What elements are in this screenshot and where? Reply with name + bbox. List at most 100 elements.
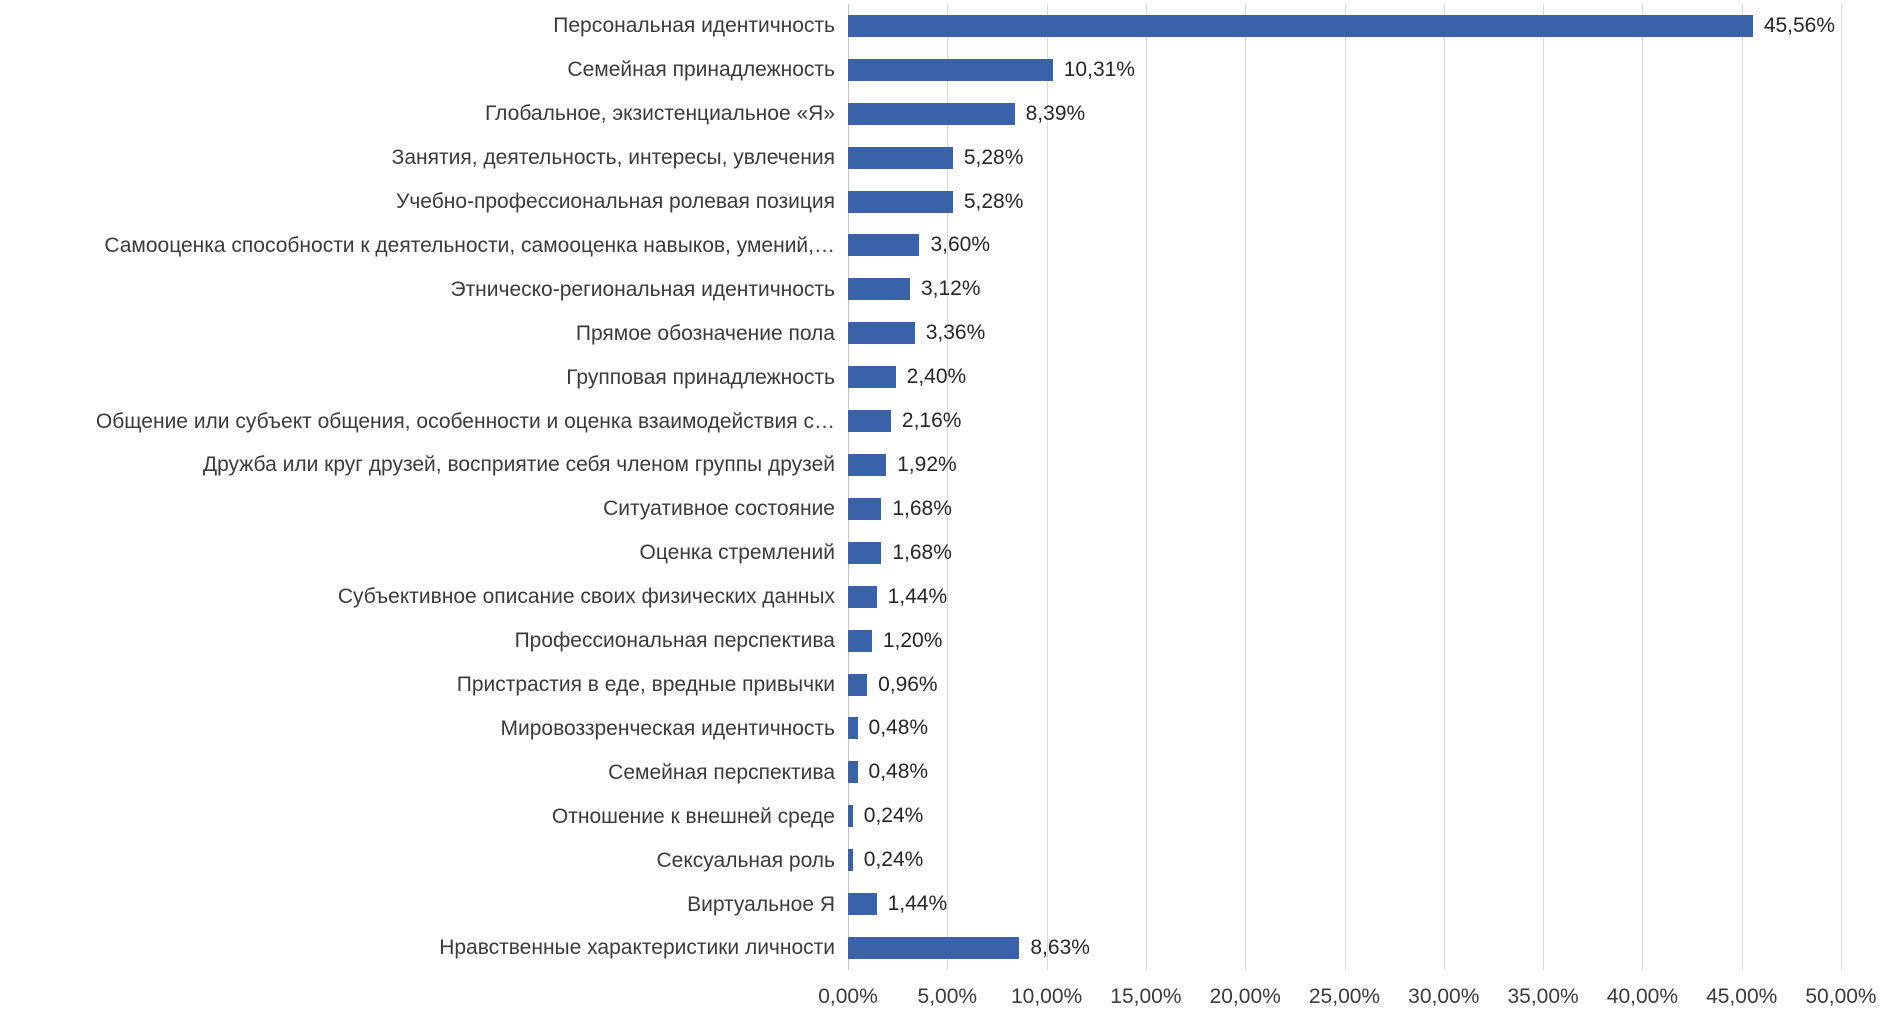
gridline — [1046, 4, 1048, 970]
chart-row: Семейная перспектива 0,48% — [0, 750, 1841, 794]
gridline — [1841, 4, 1842, 970]
gridline — [947, 4, 949, 970]
x-tick-label: 50,00% — [1805, 985, 1877, 1008]
gridline — [1344, 4, 1346, 970]
category-label: Профессиональная перспектива — [514, 629, 835, 653]
bar-area: 3,12% — [848, 267, 1841, 311]
bar-area: 45,56% — [848, 4, 1841, 48]
bar-area: 0,96% — [848, 663, 1841, 707]
data-label: 10,31% — [1063, 57, 1135, 81]
gridline — [1443, 4, 1445, 970]
chart-row: Персональная идентичность 45,56% — [0, 4, 1841, 48]
x-tick-label: 45,00% — [1706, 985, 1778, 1008]
chart-row: Нравственные характеристики личности 8,63… — [0, 926, 1841, 970]
x-tick-label: 30,00% — [1408, 985, 1480, 1008]
x-tick-label: 40,00% — [1606, 985, 1679, 1008]
bar — [848, 278, 910, 301]
bar — [848, 849, 853, 872]
bar-area: 3,36% — [848, 311, 1841, 355]
chart-row: Самооценка способности к деятельности, с… — [0, 224, 1841, 268]
data-label: 0,48% — [868, 760, 929, 784]
chart-row: Оценка стремлений 1,68% — [0, 531, 1841, 575]
chart-row: Сексуальная роль 0,24% — [0, 838, 1841, 882]
x-tick-label: 25,00% — [1308, 985, 1381, 1008]
chart-row: Субъективное описание своих физических д… — [0, 575, 1841, 619]
chart-row: Этническо-региональная идентичность 3,12% — [0, 267, 1841, 311]
x-tick-label: 15,00% — [1110, 985, 1182, 1008]
bar-area: 10,31% — [848, 48, 1841, 92]
bar-area: 1,44% — [848, 882, 1841, 926]
category-label: Дружба или круг друзей, восприятие себя … — [202, 453, 835, 477]
chart-row: Виртуальное Я 1,44% — [0, 882, 1841, 926]
x-tick-label: 35,00% — [1507, 985, 1579, 1008]
data-label: 0,96% — [878, 672, 938, 696]
rows: Персональная идентичность 45,56% Семейная … — [0, 4, 1841, 970]
bar — [848, 14, 1753, 37]
bar — [848, 366, 896, 389]
data-label: 3,60% — [930, 233, 991, 257]
category-label: Ситуативное состояние — [603, 497, 835, 521]
bar — [848, 146, 953, 169]
category-label: Семейная перспектива — [608, 760, 835, 784]
bar — [848, 717, 858, 740]
bar — [848, 497, 882, 520]
bar-area: 1,68% — [848, 531, 1841, 575]
data-label: 2,40% — [906, 365, 967, 389]
data-label: 1,68% — [892, 496, 952, 520]
data-label: 2,16% — [901, 409, 962, 433]
bar — [848, 893, 877, 916]
gridline — [1245, 4, 1247, 970]
bar — [848, 322, 915, 345]
gridline — [1642, 4, 1644, 970]
data-label: 1,92% — [897, 453, 957, 477]
chart-row: Пристрастия в еде, вредные привычки 0,96% — [0, 663, 1841, 707]
data-label: 5,28% — [963, 189, 1024, 213]
category-label: Оценка стремлений — [639, 541, 835, 565]
bar — [848, 102, 1015, 125]
category-label: Мировоззренческая идентичность — [500, 716, 835, 740]
bar-area: 0,24% — [848, 838, 1841, 882]
category-label: Семейная принадлежность — [567, 58, 835, 82]
category-label: Пристрастия в еде, вредные привычки — [456, 673, 835, 696]
data-label: 45,56% — [1763, 13, 1836, 37]
bar-area: 0,24% — [848, 794, 1841, 838]
bar — [848, 541, 882, 564]
grid-layer — [848, 4, 1842, 970]
x-tick-label: 0,00% — [818, 985, 878, 1008]
bar — [848, 234, 920, 257]
data-label: 3,36% — [925, 321, 986, 345]
chart-row: Семейная принадлежность 10,31% — [0, 48, 1841, 92]
bar — [848, 761, 858, 784]
category-label: Персональная идентичность — [553, 14, 835, 38]
data-label: 0,48% — [868, 716, 929, 740]
bar-area: 3,60% — [848, 224, 1841, 268]
chart-row: Отношение к внешней среде 0,24% — [0, 794, 1841, 838]
chart-row: Профессиональная перспектива 1,20% — [0, 619, 1841, 663]
chart-row: Ситуативное состояние 1,68% — [0, 487, 1841, 531]
bar-area: 5,28% — [848, 136, 1841, 180]
gridline — [1145, 4, 1147, 970]
chart-row: Занятия, деятельность, интересы, увлечен… — [0, 136, 1841, 180]
category-label: Общение или субъект общения, особенности… — [95, 409, 835, 433]
x-tick-label: 10,00% — [1010, 985, 1083, 1008]
x-tick-label: 5,00% — [917, 985, 978, 1008]
chart-row: Групповая принадлежность 2,40% — [0, 355, 1841, 399]
bar — [848, 673, 868, 696]
bar-area: 2,16% — [848, 399, 1841, 443]
category-label: Учебно-профессиональная ролевая позиция — [395, 190, 835, 214]
bar — [848, 454, 887, 477]
category-label: Сексуальная роль — [656, 848, 835, 872]
chart-row: Мировоззренческая идентичность 0,48% — [0, 707, 1841, 751]
bar — [848, 190, 953, 213]
gridline — [1741, 4, 1743, 970]
bar — [848, 936, 1020, 959]
chart-row: Общение или субъект общения, особенности… — [0, 399, 1841, 443]
bar-area: 5,28% — [848, 180, 1841, 224]
bar-area: 1,68% — [848, 487, 1841, 531]
bar-area: 1,20% — [848, 619, 1841, 663]
category-label: Виртуальное Я — [687, 892, 835, 916]
data-label: 0,24% — [863, 804, 924, 828]
data-label: 3,12% — [920, 277, 981, 301]
category-label: Отношение к внешней среде — [551, 804, 835, 828]
bar — [848, 629, 872, 652]
